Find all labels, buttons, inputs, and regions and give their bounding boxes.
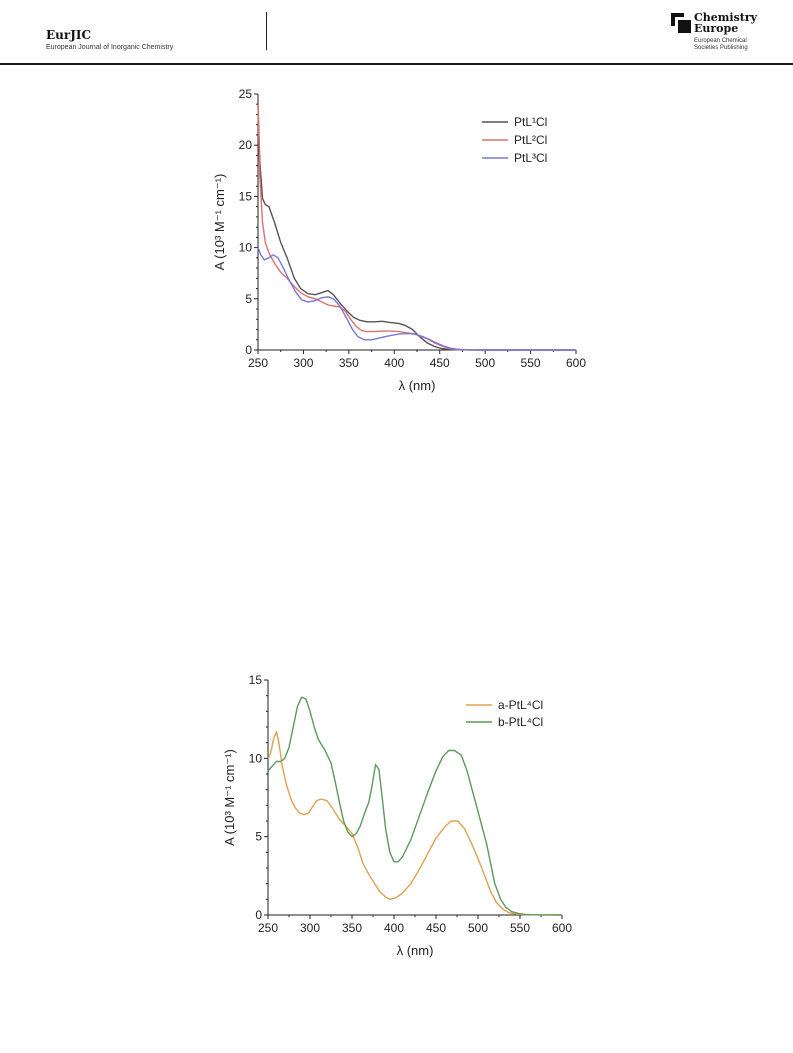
x-tick-label: 350: [339, 356, 359, 370]
legend-label: PtL³Cl: [514, 151, 547, 165]
y-axis-label: A (10³ M⁻¹ cm⁻¹): [212, 174, 227, 271]
chart-1: 0 5 10 15 20 25 250 300 350 400 450 500 550 600 λ (nm)…: [212, 87, 586, 393]
page-header: EurJIC European Journal of Inorganic Che…: [0, 0, 793, 65]
x-tick-label: 550: [521, 356, 541, 370]
x-tick-label: 300: [300, 921, 320, 935]
y-tick-label: 15: [239, 189, 253, 203]
x-tick-label: 250: [248, 356, 268, 370]
legend-label: b-PtL⁴Cl: [498, 715, 543, 729]
y-tick-label: 0: [245, 343, 252, 357]
y-tick-label: 5: [245, 292, 252, 306]
y-tick-label: 0: [255, 908, 262, 922]
y-tick-label: 25: [239, 87, 253, 101]
x-tick-label: 450: [430, 356, 450, 370]
publisher-name-line1: Chemistry: [694, 11, 758, 24]
journal-subtitle: European Journal of Inorganic Chemistry: [46, 44, 174, 51]
y-tick-label: 5: [255, 830, 262, 844]
legend-label: a-PtL⁴Cl: [498, 698, 543, 712]
x-tick-label: 600: [552, 921, 572, 935]
figure-2: 0 5 10 15 250 300 350 400 450 500 550 600 λ (nm) A (1…: [0, 665, 793, 975]
x-tick-label: 400: [384, 356, 404, 370]
x-tick-label: 250: [258, 921, 278, 935]
publisher-tagline-line2: Societies Publishing: [694, 45, 748, 51]
x-tick-label: 500: [475, 356, 495, 370]
x-axis-label: λ (nm): [399, 378, 436, 393]
series-line: [257, 104, 576, 351]
y-tick-label: 15: [249, 673, 263, 687]
legend-label: PtL²Cl: [514, 133, 547, 147]
series-line: [267, 696, 563, 916]
journal-title: EurJIC: [46, 28, 92, 42]
x-tick-label: 400: [384, 921, 404, 935]
y-axis-label: A (10³ M⁻¹ cm⁻¹): [222, 749, 237, 846]
publisher-name-line2: Europe: [694, 22, 739, 35]
publisher-logo-icon: [671, 13, 691, 33]
x-tick-label: 450: [426, 921, 446, 935]
x-tick-label: 500: [468, 921, 488, 935]
header-divider: [266, 12, 267, 50]
legend-label: PtL¹Cl: [514, 115, 547, 129]
publisher-tagline-line1: European Chemical: [694, 38, 747, 44]
x-axis-label: λ (nm): [397, 943, 434, 958]
x-tick-label: 350: [342, 921, 362, 935]
y-tick-label: 20: [239, 138, 253, 152]
publisher-tagline: European Chemical Societies Publishing: [694, 38, 748, 52]
x-tick-label: 300: [293, 356, 313, 370]
x-tick-label: 600: [566, 356, 586, 370]
series-line: [257, 247, 576, 351]
series-line: [267, 731, 563, 916]
series-line: [257, 104, 576, 351]
y-tick-label: 10: [249, 751, 263, 765]
figure-1: 0 5 10 15 20 25 250 300 350 400 450 500 550 600 λ (nm)…: [0, 80, 793, 410]
y-tick-label: 10: [239, 241, 253, 255]
publisher-name: Chemistry Europe: [694, 12, 757, 34]
x-tick-label: 550: [510, 921, 530, 935]
chart-2: 0 5 10 15 250 300 350 400 450 500 550 600 λ (nm) A (1…: [222, 673, 572, 958]
